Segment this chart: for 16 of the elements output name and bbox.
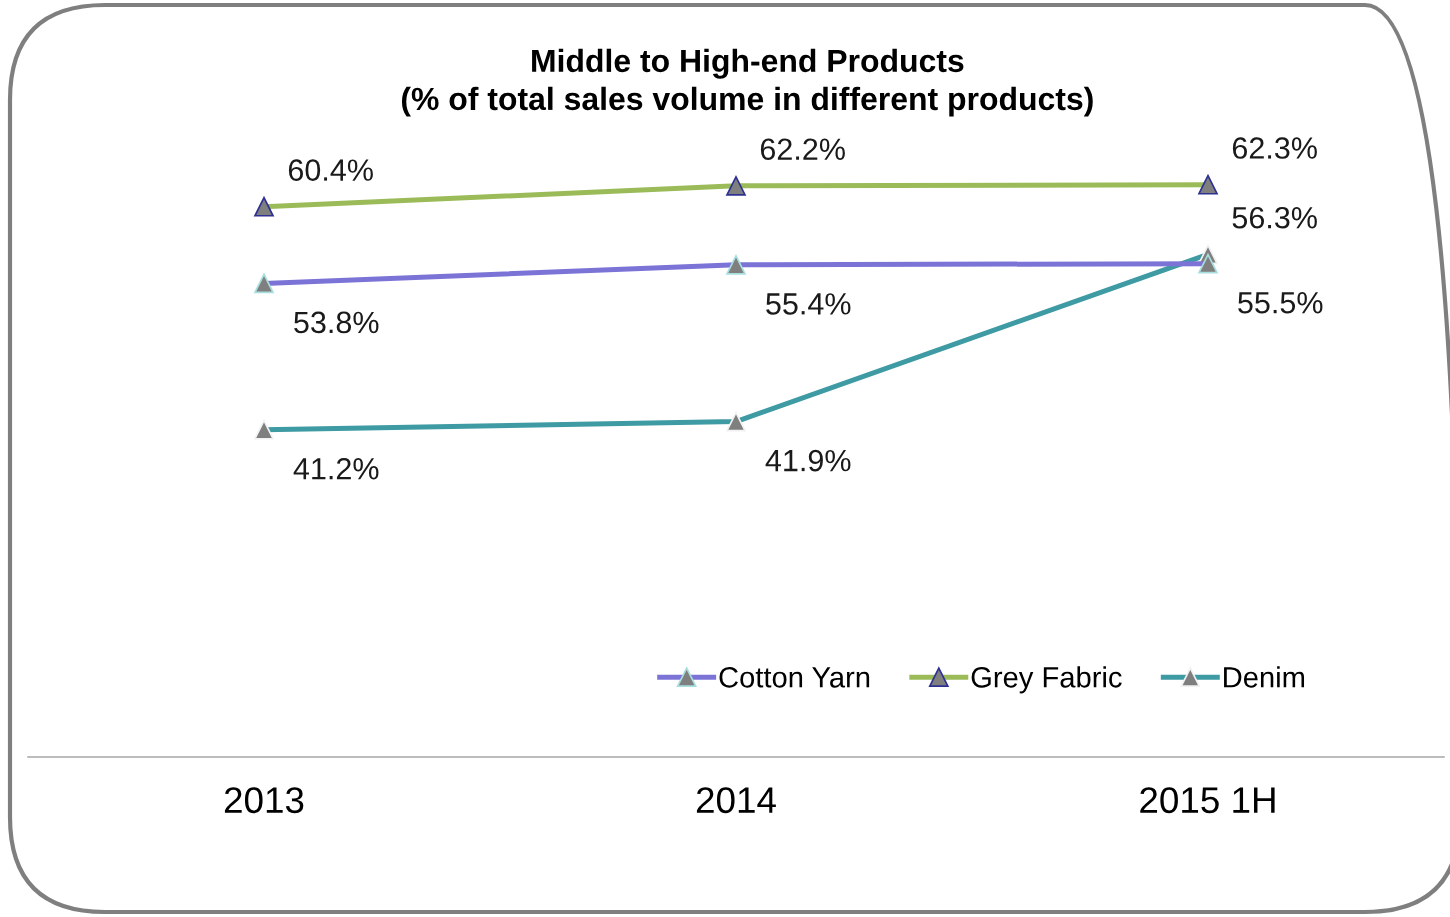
data-label: 56.3% — [1232, 206, 1317, 229]
data-label: 62.3% — [1232, 137, 1317, 159]
data-label: 55.5% — [1238, 292, 1323, 314]
data-label: 41.2% — [293, 457, 379, 480]
x-tick-label: 2015 1H — [1140, 787, 1275, 814]
data-label: 60.4% — [288, 159, 373, 181]
x-tick-label: 2014 — [696, 787, 776, 814]
x-tick-label: 2013 — [224, 787, 304, 814]
data-label: 41.9% — [765, 449, 851, 472]
data-label: 62.2% — [760, 138, 845, 161]
legend-label: Grey Fabric — [971, 666, 1122, 694]
data-label: 53.8% — [294, 311, 379, 334]
legend-label: Cotton Yarn — [719, 666, 870, 688]
data-label: 55.4% — [766, 293, 851, 315]
chart-title: Middle to High-end Products (% of total sales volume in different products) — [401, 48, 1093, 117]
legend-label: Denim — [1224, 666, 1305, 688]
